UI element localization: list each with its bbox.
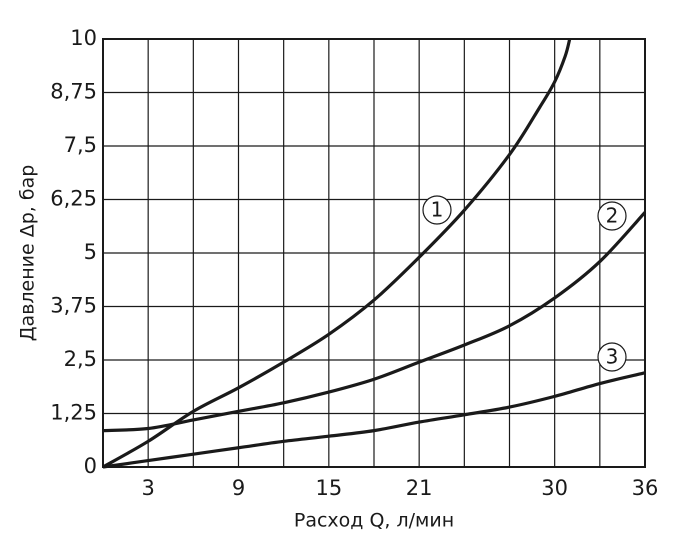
x-tick-label: 15 — [315, 476, 342, 500]
y-tick-label: 8,75 — [50, 80, 97, 104]
curve-label: 2 — [606, 204, 619, 228]
x-tick-label: 9 — [232, 476, 245, 500]
y-tick-label: 7,5 — [64, 133, 97, 157]
curve — [102, 371, 646, 469]
x-tick-label: 30 — [541, 476, 568, 500]
curve — [102, 38, 572, 469]
y-axis-label: Давление Δp, бар — [17, 165, 39, 342]
curve-label-circle — [422, 195, 452, 225]
x-tick-label: 21 — [406, 476, 433, 500]
x-tick-label: 3 — [141, 476, 154, 500]
y-tick-label: 10 — [70, 26, 97, 50]
y-tick-label: 3,75 — [50, 294, 97, 318]
curve — [102, 211, 647, 433]
y-tick-label: 6,25 — [50, 187, 97, 211]
y-tick-label: 1,25 — [50, 401, 97, 425]
curve-label-circle — [597, 201, 627, 231]
curve-label-circle — [597, 342, 627, 372]
x-axis-label: Расход Q, л/мин — [294, 510, 454, 532]
y-tick-label: 0 — [84, 454, 97, 478]
curve-label: 1 — [431, 198, 444, 222]
y-tick-label: 5 — [84, 240, 97, 264]
y-tick-label: 2,5 — [64, 347, 97, 371]
x-tick-label: 36 — [632, 476, 659, 500]
curve-label: 3 — [606, 345, 619, 369]
